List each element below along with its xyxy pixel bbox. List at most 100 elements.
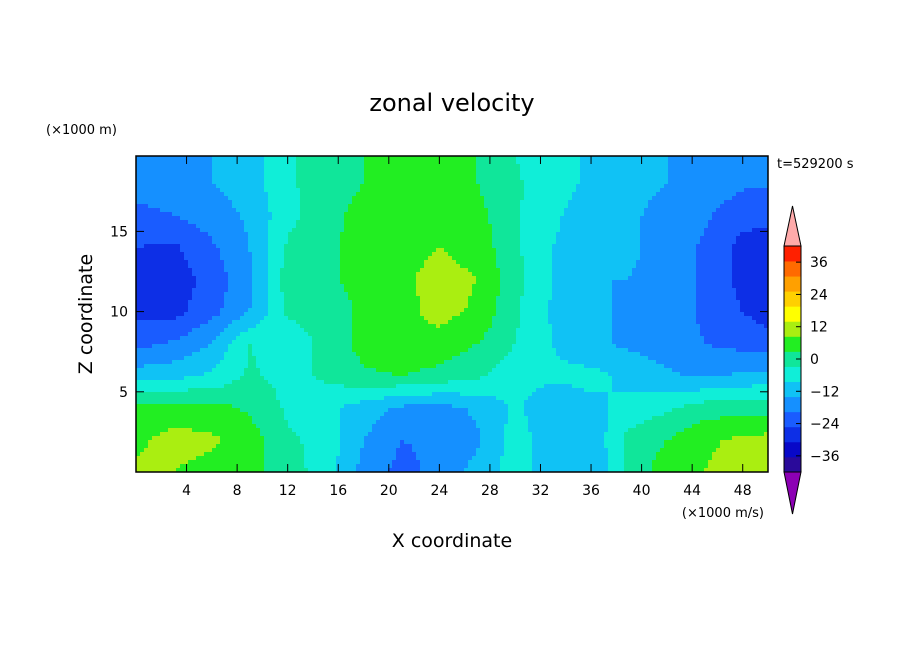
field-cell [212,216,217,221]
field-cell [524,256,529,261]
field-cell [568,244,573,249]
field-cell [636,196,641,201]
field-cell [392,248,397,253]
field-cell [476,168,481,173]
field-cell [576,196,581,201]
field-cell [180,224,185,229]
field-cell [392,268,397,273]
field-cell [220,192,225,197]
field-cell [632,180,637,185]
field-cell [192,172,197,177]
field-cell [180,276,185,281]
field-cell [676,204,681,209]
field-cell [452,208,457,213]
field-cell [708,196,713,201]
field-cell [244,172,249,177]
field-cell [616,184,621,189]
field-cell [460,156,465,161]
field-cell [336,188,341,193]
field-cell [584,224,589,229]
field-cell [216,192,221,197]
field-cell [720,208,725,213]
field-cell [288,260,293,265]
field-cell [764,268,768,273]
field-cell [748,268,753,273]
field-cell [552,188,557,193]
field-cell [268,216,273,221]
field-cell [764,272,768,277]
field-cell [552,192,557,197]
field-cell [240,252,245,257]
field-cell [220,188,225,193]
field-cell [188,240,193,245]
field-cell [152,212,157,217]
field-cell [412,232,417,237]
field-cell [136,172,141,177]
field-cell [156,176,161,181]
field-cell [448,168,453,173]
field-cell [208,192,213,197]
field-cell [260,192,265,197]
field-cell [328,192,333,197]
field-cell [192,236,197,241]
field-cell [224,272,229,277]
field-cell [228,272,233,277]
field-cell [680,164,685,169]
field-cell [656,232,661,237]
field-cell [732,168,737,173]
field-cell [420,264,425,269]
field-cell [656,208,661,213]
field-cell [304,240,309,245]
field-cell [360,156,365,161]
field-cell [604,164,609,169]
field-cell [620,224,625,229]
field-cell [188,192,193,197]
field-cell [444,168,449,173]
field-cell [480,216,485,221]
field-cell [640,248,645,253]
field-cell [696,240,701,245]
field-cell [484,256,489,261]
field-cell [244,236,249,241]
field-cell [560,212,565,217]
field-cell [668,268,673,273]
field-cell [248,188,253,193]
field-cell [236,192,241,197]
field-cell [244,252,249,257]
field-cell [740,184,745,189]
field-cell [484,216,489,221]
field-cell [604,260,609,265]
field-cell [472,244,477,249]
field-cell [208,204,213,209]
field-cell [764,220,768,225]
field-cell [412,184,417,189]
field-cell [324,272,329,277]
field-cell [332,220,337,225]
field-cell [528,188,533,193]
field-cell [440,232,445,237]
field-cell [692,156,697,161]
field-cell [684,224,689,229]
field-cell [716,220,721,225]
field-cell [548,264,553,269]
field-cell [504,156,509,161]
field-cell [752,180,757,185]
field-cell [140,240,145,245]
field-cell [752,276,757,281]
field-cell [368,280,373,285]
field-cell [672,212,677,217]
field-cell [428,264,433,269]
field-cell [236,276,241,281]
field-cell [432,208,437,213]
field-cell [612,156,617,161]
field-cell [748,160,753,165]
field-cell [452,252,457,257]
field-cell [708,200,713,205]
field-cell [200,268,205,273]
field-cell [496,212,501,217]
field-cell [380,200,385,205]
field-cell [384,192,389,197]
field-cell [484,168,489,173]
field-cell [720,160,725,165]
field-cell [392,220,397,225]
